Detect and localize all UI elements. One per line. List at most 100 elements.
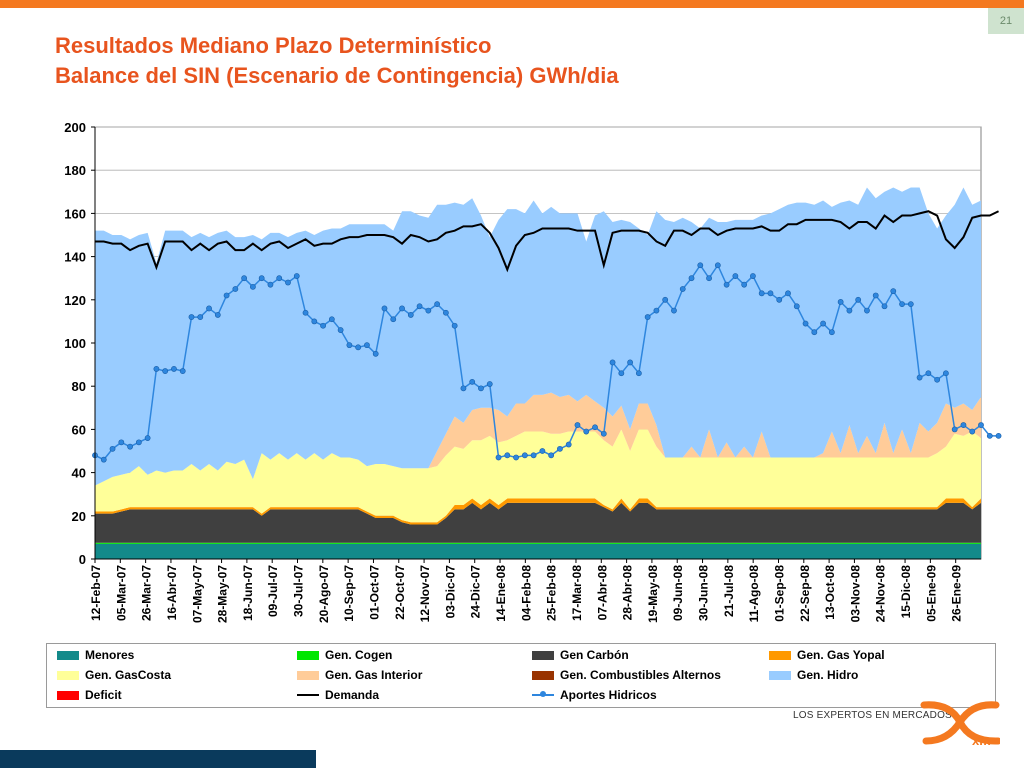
x-tick-label: 09-Jun-08 (671, 565, 685, 621)
x-tick-label: 21-Jul-08 (722, 565, 736, 617)
aportes-point (250, 283, 256, 290)
aportes-point (855, 296, 862, 303)
x-tick-label: 30-Jun-08 (697, 565, 711, 621)
aportes-point (434, 301, 441, 308)
x-tick-label: 28-Abr-08 (621, 565, 635, 621)
aportes-point (197, 314, 204, 320)
aportes-point (407, 312, 414, 318)
legend-swatch (769, 670, 791, 680)
aportes-point (346, 342, 353, 349)
aportes-point (960, 422, 967, 428)
aportes-point (741, 281, 748, 288)
y-tick-label: 140 (64, 250, 86, 265)
page-number: 21 (988, 8, 1024, 34)
x-tick-label: 12-Nov-07 (418, 565, 432, 623)
legend-item-comb_alternos: Gen. Combustibles Alternos (532, 668, 721, 682)
bottom-accent-bar (0, 750, 316, 768)
y-tick-label: 80 (72, 379, 86, 394)
legend-label: Aportes Hidricos (560, 688, 657, 702)
x-tick-label: 05-Mar-07 (114, 565, 128, 621)
x-tick-label: 22-Sep-08 (798, 565, 812, 622)
aportes-point (548, 452, 555, 459)
aportes-point (802, 320, 809, 327)
y-tick-label: 40 (72, 466, 86, 481)
aportes-point (188, 314, 195, 320)
page-subtitle: Balance del SIN (Escenario de Contingenc… (55, 63, 619, 88)
aportes-point (381, 305, 388, 312)
aportes-point (732, 273, 739, 279)
area-menores (95, 543, 981, 559)
aportes-point (276, 275, 283, 282)
aportes-point (425, 307, 432, 314)
aportes-point (820, 320, 826, 327)
legend-item-demanda: Demanda (297, 688, 379, 702)
legend-label: Gen Carbón (560, 648, 629, 662)
logo-tagline: LOS EXPERTOS EN MERCADOS (793, 710, 952, 721)
aportes-point (671, 307, 677, 314)
legend-swatch (769, 650, 791, 660)
area-hidro (95, 187, 981, 486)
legend-item-aportes: Aportes Hidricos (532, 688, 657, 702)
x-tick-label: 03-Dic-07 (443, 565, 457, 619)
aportes-point (846, 307, 853, 314)
aportes-point (416, 303, 423, 310)
aportes-point (372, 350, 379, 357)
xm-logo: LOS EXPERTOS EN MERCADOS xm (793, 697, 1003, 747)
aportes-point (109, 445, 116, 452)
aportes-point (890, 288, 897, 295)
x-tick-label: 04-Feb-08 (519, 565, 533, 621)
aportes-point (600, 430, 607, 437)
chart-legend: Menores Gen. Cogen Gen Carbón Gen. Gas Yopa… (46, 643, 996, 708)
aportes-point (618, 370, 625, 377)
aportes-point (925, 370, 932, 377)
aportes-point (355, 344, 362, 351)
aportes-point (995, 432, 1002, 439)
aportes-point (776, 296, 783, 303)
aportes-point (442, 309, 449, 316)
aportes-point (662, 296, 669, 303)
legend-item-gascosta: Gen. GasCosta (57, 668, 171, 682)
x-tick-label: 20-Ago-07 (317, 565, 331, 623)
aportes-point (223, 292, 230, 299)
x-tick-label: 24-Dic-07 (469, 565, 483, 619)
y-tick-label: 180 (64, 163, 86, 178)
aportes-point (592, 424, 598, 431)
aportes-point (864, 307, 870, 314)
legend-item-hidro: Gen. Hidro (769, 668, 858, 682)
aportes-point (899, 301, 905, 308)
aportes-point (390, 316, 397, 323)
aportes-point (688, 275, 695, 282)
aportes-point (513, 454, 519, 461)
area-gas_interior (95, 392, 981, 486)
x-tick-label: 09-Jul-07 (266, 565, 280, 617)
aportes-point (697, 262, 704, 269)
aportes-point (293, 273, 300, 279)
aportes-point (118, 439, 125, 446)
aportes-point (750, 273, 756, 279)
aportes-point (364, 342, 370, 349)
aportes-point (162, 368, 169, 374)
aportes-point (644, 314, 651, 320)
aportes-point (399, 305, 405, 312)
x-tick-label: 17-Mar-08 (570, 565, 584, 621)
aportes-point (609, 359, 616, 366)
aportes-point (504, 452, 511, 459)
aportes-point (285, 279, 291, 286)
aportes-point (978, 422, 984, 428)
aportes-point (986, 432, 993, 439)
x-tick-label: 26-Ene-09 (950, 565, 964, 622)
area-gascosta (95, 429, 981, 523)
legend-swatch (532, 670, 554, 680)
x-tick-label: 16-Abr-07 (165, 565, 179, 621)
x-tick-label: 07-May-07 (190, 565, 204, 623)
legend-swatch (57, 650, 79, 660)
line-demanda (95, 210, 999, 273)
aportes-point (320, 322, 326, 329)
x-tick-label: 18-Jun-07 (241, 565, 255, 621)
logo-brand: xm (972, 733, 991, 747)
page-title: Resultados Mediano Plazo Determinístico (55, 33, 492, 58)
x-tick-label: 07-Abr-08 (595, 565, 609, 621)
aportes-point (969, 428, 976, 435)
top-accent-bar (0, 0, 1024, 8)
y-tick-label: 100 (64, 336, 86, 351)
